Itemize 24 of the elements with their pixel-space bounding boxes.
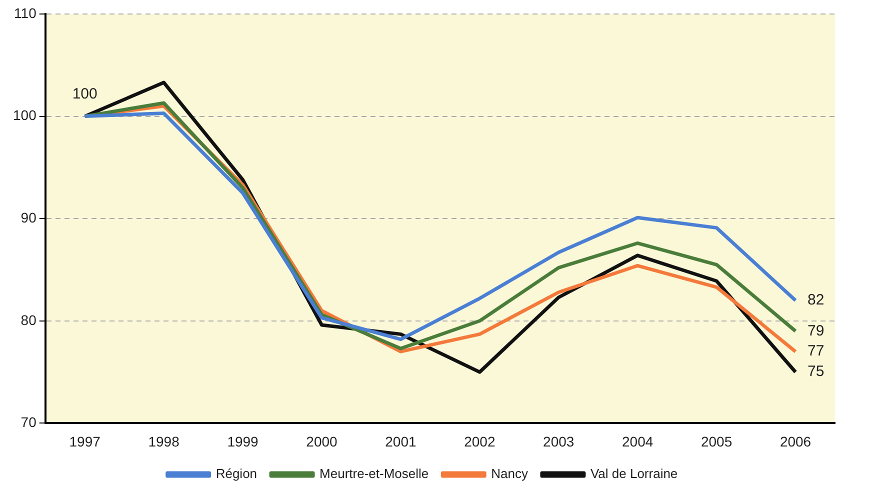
x-tick-label: 2001 [385,433,416,450]
data-label: 75 [808,363,824,380]
y-tick-label: 80 [20,312,37,328]
x-tick-label: 1997 [69,433,101,450]
y-tick-label: 110 [14,4,37,21]
x-tick-label: 2004 [622,433,654,450]
x-tick-label: 2003 [543,433,574,450]
x-tick-label: 1998 [148,433,180,450]
legend-label: Nancy [491,466,528,482]
x-tick-label: 1999 [227,433,259,450]
y-tick-label: 70 [20,414,37,430]
legend-label: Région [216,466,258,482]
y-tick-label: 90 [20,209,37,226]
legend-label: Meurtre-et-Moselle [320,466,429,482]
data-label: 79 [808,322,824,340]
x-tick-label: 2000 [306,433,338,450]
x-tick-label: 2005 [700,433,732,450]
data-label: 77 [808,342,824,360]
data-label: 82 [808,292,824,309]
y-tick-label: 100 [13,107,37,124]
x-tick-label: 2006 [780,433,812,450]
legend-label: Val de Lorraine [590,466,678,482]
x-tick-label: 2002 [464,433,496,450]
data-label: 100 [72,85,98,102]
